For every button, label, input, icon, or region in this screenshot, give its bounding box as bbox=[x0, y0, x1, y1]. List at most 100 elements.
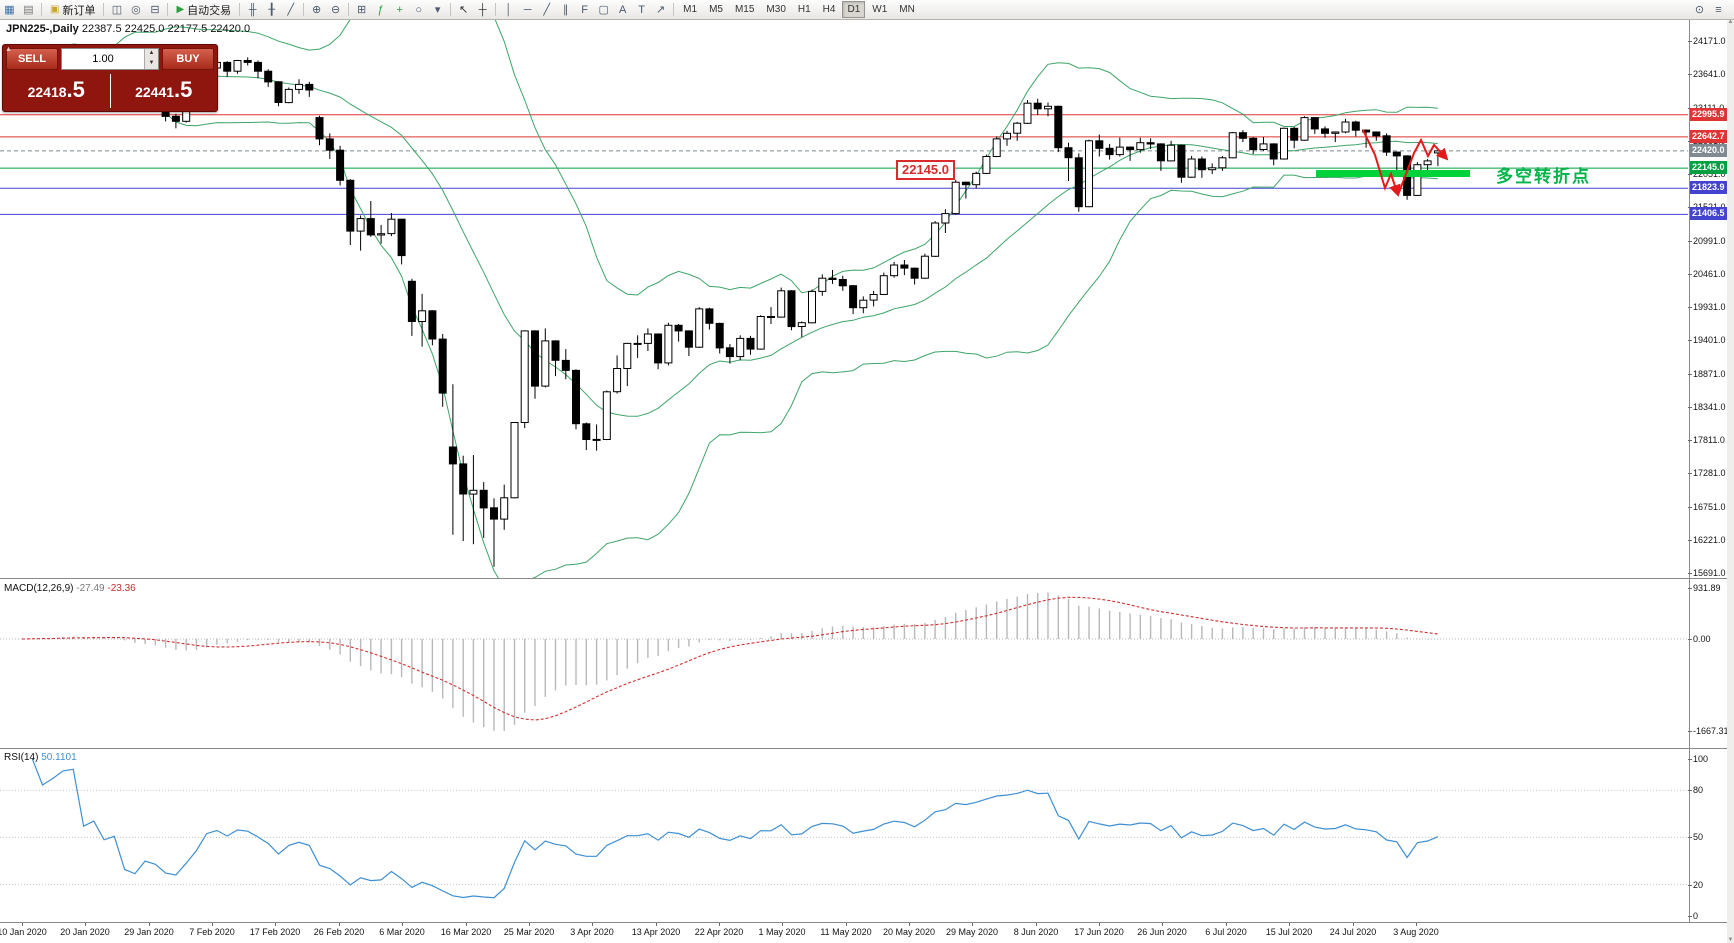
sell-button[interactable]: SELL bbox=[6, 48, 58, 70]
market-watch-icon[interactable]: ◫ bbox=[111, 4, 123, 16]
price-axis-label: 17281.0 bbox=[1693, 468, 1726, 478]
buy-button[interactable]: BUY bbox=[162, 48, 214, 70]
timeframe-d1-button[interactable]: D1 bbox=[842, 1, 866, 18]
buy-price[interactable]: 22441 .5 bbox=[111, 72, 218, 110]
tile-windows-icon[interactable]: ⊞ bbox=[357, 4, 367, 16]
zoom-in-icon[interactable]: ⊕ bbox=[312, 4, 322, 16]
rsi-panel[interactable] bbox=[0, 749, 1688, 922]
autotrading-button[interactable]: ▶ 自动交易 bbox=[171, 2, 236, 18]
timeframe-m30-button[interactable]: M30 bbox=[766, 4, 786, 15]
timeframe-w1-button[interactable]: W1 bbox=[872, 4, 888, 15]
add-indicator-icon[interactable]: + bbox=[396, 3, 403, 16]
price-axis-label: 19401.0 bbox=[1693, 335, 1726, 345]
macd-panel[interactable] bbox=[0, 579, 1688, 748]
terminal-icon[interactable]: ⊟ bbox=[150, 4, 160, 16]
volume-down-icon[interactable]: ▼ bbox=[145, 59, 158, 69]
zoom-out-icon[interactable]: ⊖ bbox=[331, 4, 341, 16]
macd-signal-line bbox=[21, 596, 1438, 721]
timeframe-m15-button[interactable]: M15 bbox=[734, 4, 755, 15]
new-chart-icon[interactable]: ▦ bbox=[4, 4, 15, 16]
date-axis-label: 16 Mar 2020 bbox=[440, 927, 492, 937]
date-axis-label: 26 Feb 2020 bbox=[313, 927, 365, 937]
rsi-name: RSI(14) bbox=[4, 752, 39, 763]
support-bar-annotation bbox=[1316, 170, 1470, 177]
fibonacci-icon[interactable]: F bbox=[581, 3, 589, 16]
date-axis-label: 29 May 2020 bbox=[945, 927, 999, 937]
bollinger-band bbox=[21, 62, 1438, 578]
new-order-button-label: 新订单 bbox=[62, 4, 96, 17]
date-axis-label: 29 Jan 2020 bbox=[124, 927, 174, 937]
close-value: 22420.0 bbox=[210, 23, 251, 35]
rsi-axis-label: 0 bbox=[1693, 911, 1699, 921]
templates-icon[interactable]: ▾ bbox=[434, 4, 441, 16]
volume-input[interactable] bbox=[62, 49, 144, 69]
price-axis-label: 15691.0 bbox=[1693, 568, 1726, 578]
date-axis-label: 24 Jul 2020 bbox=[1329, 927, 1377, 937]
price-axis[interactable]: 24171.023641.023111.022581.022051.021521… bbox=[1688, 0, 1734, 943]
profiles-icon[interactable]: ▤ bbox=[23, 4, 34, 16]
crosshair-icon[interactable]: ┼ bbox=[478, 3, 487, 16]
price-axis-label: 20991.0 bbox=[1693, 236, 1726, 246]
bar-chart-icon[interactable]: ╫ bbox=[248, 3, 257, 16]
menu-icon[interactable]: ≡ bbox=[1715, 3, 1722, 16]
navigator-icon[interactable]: ◎ bbox=[131, 4, 141, 16]
sell-price[interactable]: 22418 .5 bbox=[3, 72, 110, 110]
timeframe-mn-button[interactable]: MN bbox=[899, 4, 915, 15]
date-axis-label: 13 Apr 2020 bbox=[631, 927, 681, 937]
price-axis-label: 16221.0 bbox=[1693, 535, 1726, 545]
scroll-down-icon[interactable]: ▼ bbox=[1727, 937, 1734, 943]
candlestick-icon[interactable]: ╂ bbox=[268, 4, 275, 16]
main-macd-splitter[interactable] bbox=[0, 578, 1734, 579]
date-axis-label: 17 Feb 2020 bbox=[249, 927, 301, 937]
periods-icon[interactable]: ○ bbox=[415, 3, 422, 16]
chart-title: JPN225-,Daily 22387.5 22425.0 22177.5 22… bbox=[6, 23, 250, 35]
channel-icon[interactable]: ∥ bbox=[562, 4, 569, 16]
time-axis[interactable]: 10 Jan 2020 20 Jan 2020 29 Jan 2020 7 Feb 2… bbox=[0, 923, 1688, 943]
price-tag: 22642.7 bbox=[1690, 130, 1733, 143]
cursor-icon[interactable]: ↖ bbox=[459, 4, 469, 16]
main-chart[interactable] bbox=[0, 0, 1688, 578]
new-order-icon: ▣ bbox=[50, 4, 60, 15]
line-chart-icon[interactable]: ╱ bbox=[287, 4, 294, 16]
indicators-icon[interactable]: ƒ bbox=[377, 3, 384, 16]
text-icon[interactable]: A bbox=[618, 3, 627, 16]
timeframe-m5-button[interactable]: M5 bbox=[709, 4, 723, 15]
collapse-arrow-icon[interactable]: ▲ bbox=[5, 46, 12, 53]
macd-rsi-splitter[interactable] bbox=[0, 748, 1734, 749]
low-value: 22177.5 bbox=[167, 23, 208, 35]
timeframe-h1-button[interactable]: H1 bbox=[797, 4, 811, 15]
scroll-up-icon[interactable]: ▲ bbox=[1727, 19, 1734, 25]
timeframe-m1-button[interactable]: M1 bbox=[683, 4, 698, 15]
date-axis-label: 6 Mar 2020 bbox=[379, 927, 425, 937]
arrow-icon[interactable]: ↗ bbox=[656, 4, 666, 16]
shapes-icon[interactable]: ▢ bbox=[598, 4, 609, 16]
date-axis-label: 26 Jun 2020 bbox=[1137, 927, 1187, 937]
turning-point-annotation: 多空转折点 bbox=[1496, 167, 1591, 186]
timeframe-h4-button[interactable]: H4 bbox=[822, 4, 836, 15]
rsi-label: RSI(14) 50.1101 bbox=[4, 752, 77, 763]
toolbar-separator bbox=[41, 3, 42, 16]
scrollbar[interactable]: ▲ ▼ bbox=[1727, 19, 1734, 943]
symbol-period-label: JPN225-,Daily bbox=[6, 23, 79, 35]
macd-name: MACD(12,26,9) bbox=[4, 583, 74, 594]
sell-price-fraction: .5 bbox=[66, 77, 85, 102]
price-divider bbox=[109, 74, 111, 108]
vertical-line-icon[interactable]: │ bbox=[505, 3, 513, 16]
one-click-trading-panel: ▲ SELL ▲ ▼ BUY 22418 .5 22441 .5 bbox=[2, 44, 218, 112]
sell-price-main: 22418 bbox=[27, 84, 67, 100]
volume-stepper[interactable]: ▲ ▼ bbox=[144, 49, 158, 69]
toolbar-separator bbox=[303, 3, 305, 16]
trendline-icon[interactable]: ╱ bbox=[543, 4, 550, 16]
horizontal-line-icon[interactable]: ─ bbox=[523, 3, 532, 16]
buy-price-fraction: .5 bbox=[174, 77, 193, 102]
date-axis-label: 22 Apr 2020 bbox=[694, 927, 744, 937]
toolbar-separator bbox=[348, 3, 350, 16]
volume-up-icon[interactable]: ▲ bbox=[145, 49, 158, 59]
autotrading-button-label: 自动交易 bbox=[187, 4, 232, 17]
label-icon[interactable]: T bbox=[638, 3, 646, 16]
new-order-button[interactable]: ▣ 新订单 bbox=[45, 2, 100, 18]
search-icon[interactable]: ⊙ bbox=[1694, 4, 1705, 16]
candlestick-series bbox=[18, 44, 1442, 567]
date-axis-label: 10 Jan 2020 bbox=[0, 927, 47, 937]
price-axis-label: 24171.0 bbox=[1693, 36, 1726, 46]
